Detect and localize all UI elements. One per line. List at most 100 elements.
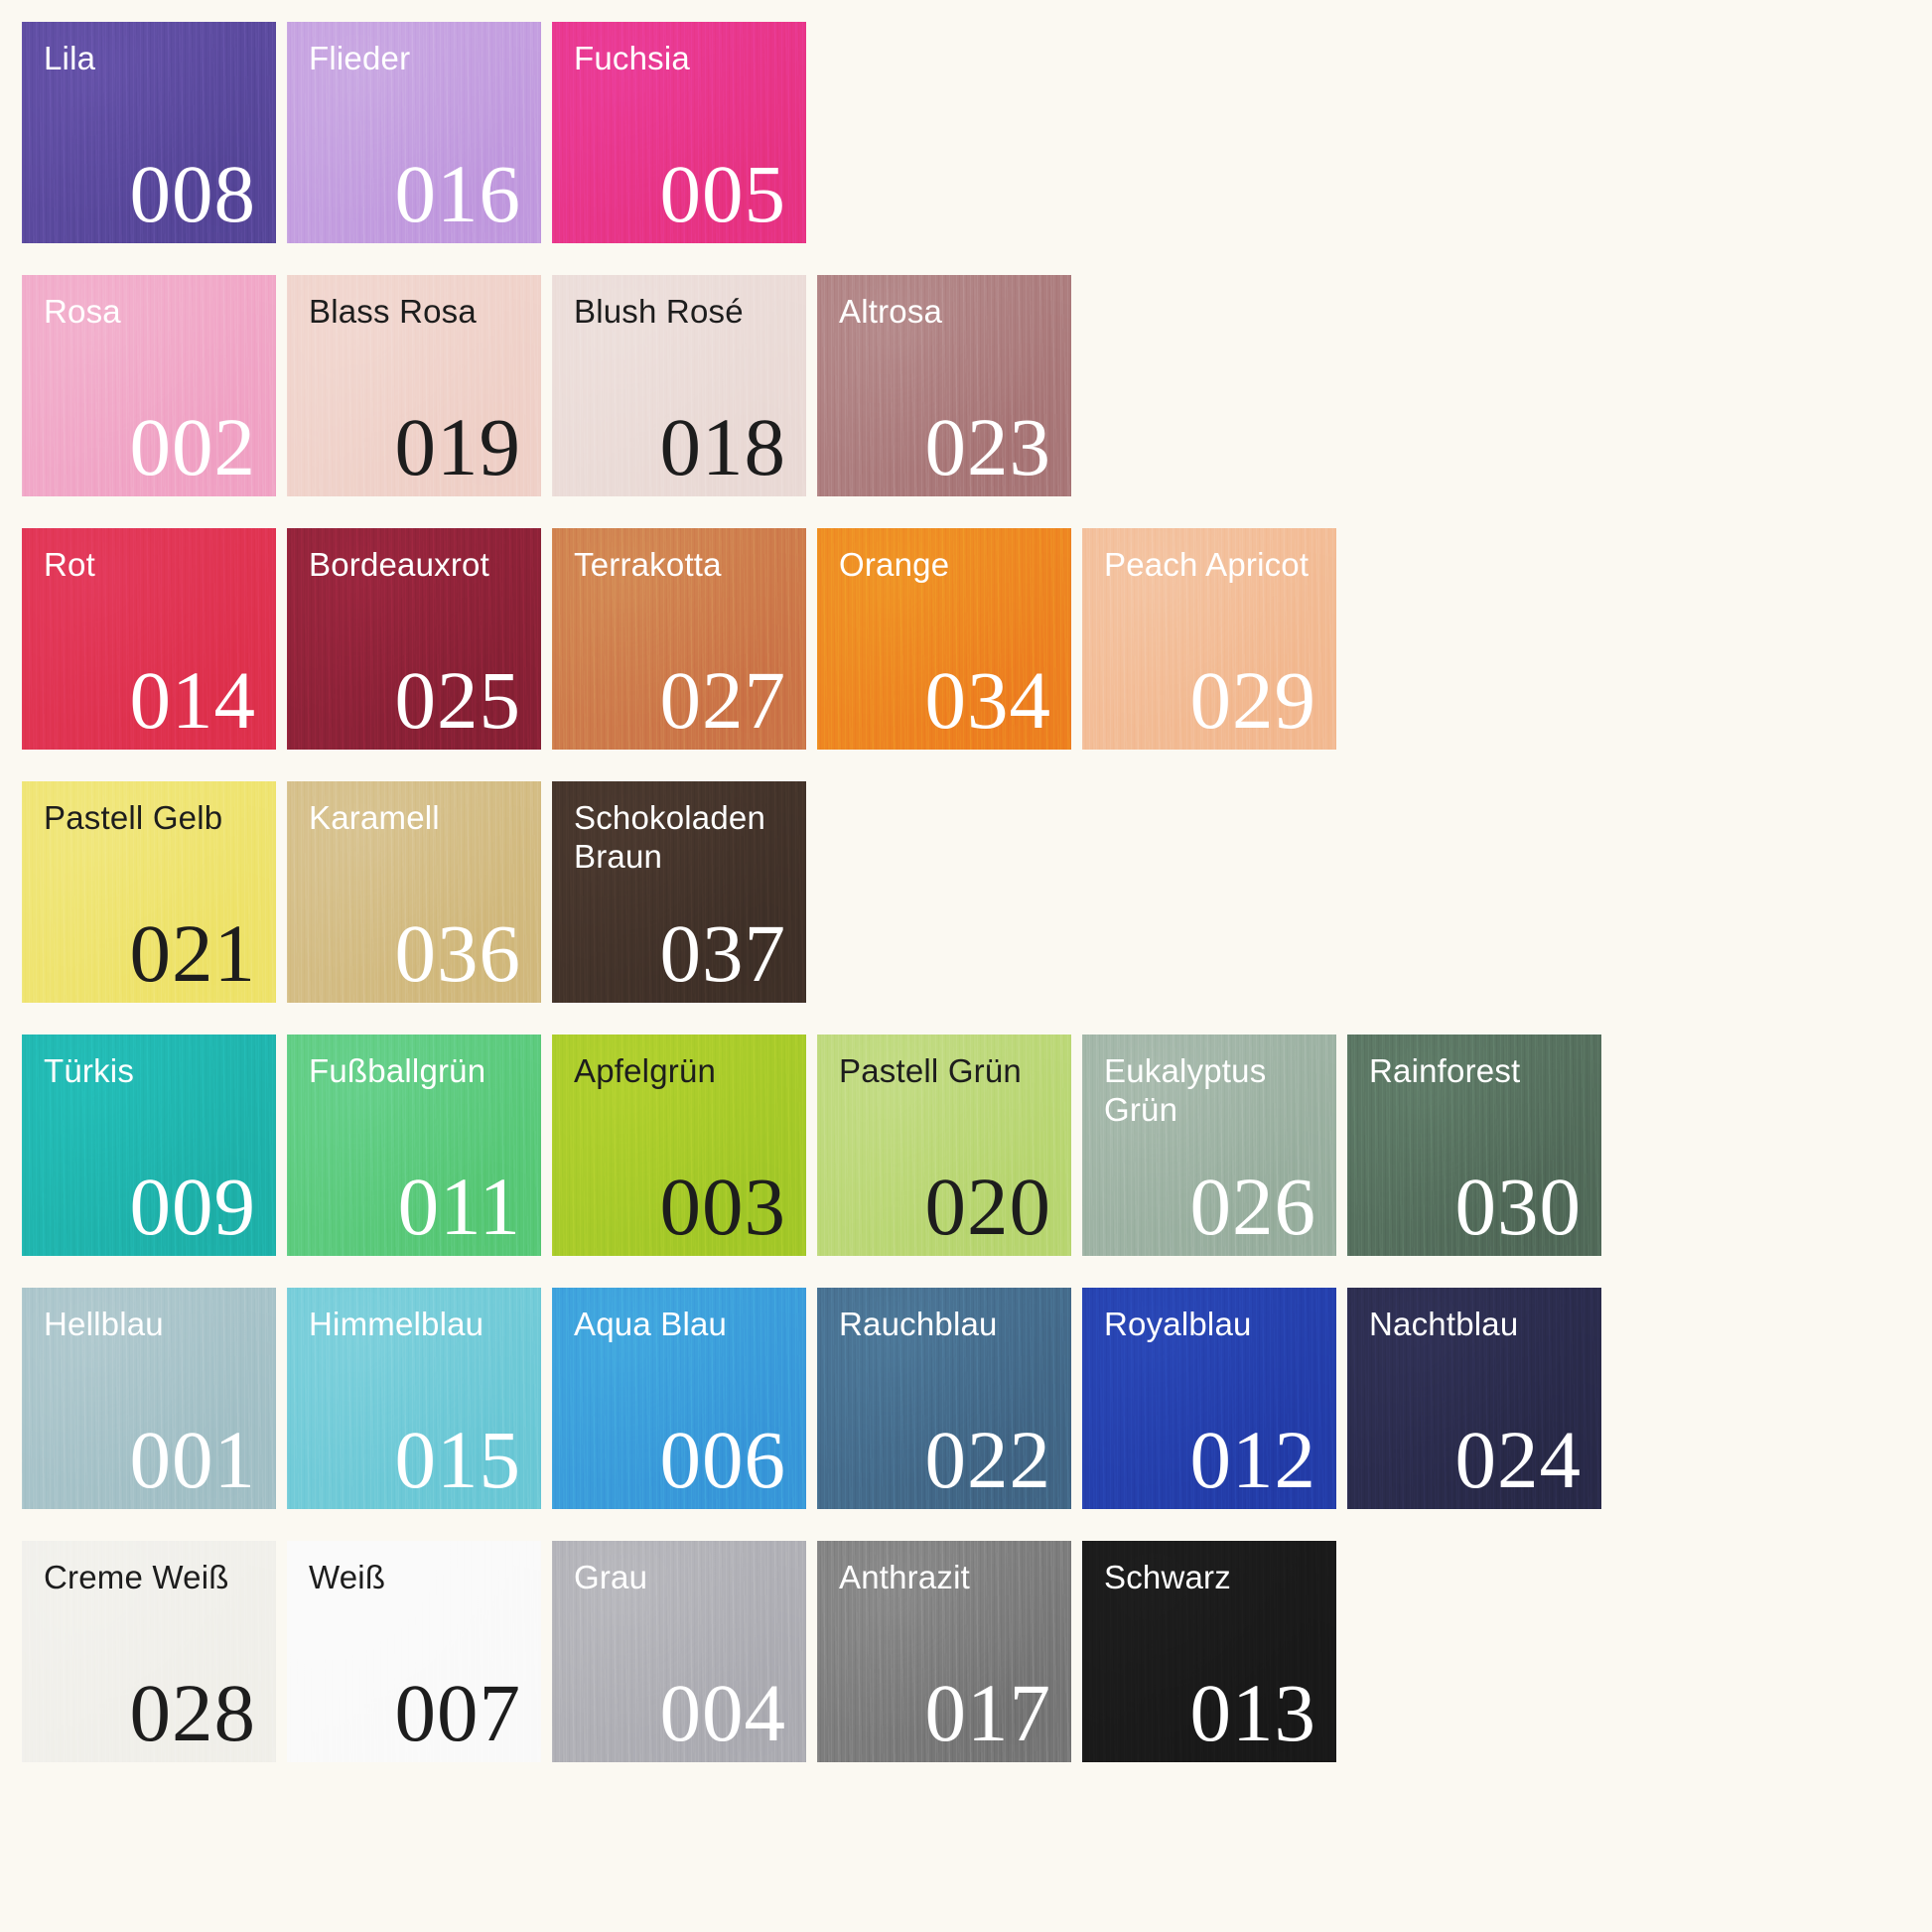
swatch-code-number: 036 bbox=[394, 907, 521, 999]
swatch-code-number: 015 bbox=[394, 1414, 521, 1505]
swatch-code-number: 014 bbox=[129, 654, 256, 746]
swatch-code-number: 002 bbox=[129, 401, 256, 492]
swatch-name-label: Blush Rosé bbox=[574, 293, 744, 330]
swatch-name-label: Aqua Blau bbox=[574, 1306, 728, 1342]
color-swatch[interactable]: Rauchblau 022 bbox=[817, 1288, 1071, 1509]
swatch-name-label: Fußballgrün bbox=[309, 1052, 486, 1089]
swatch-name-label: Blass Rosa bbox=[309, 293, 477, 330]
swatch-code-number: 007 bbox=[394, 1667, 521, 1758]
color-swatch[interactable]: Himmelblau 015 bbox=[287, 1288, 541, 1509]
swatch-name-label: Apfelgrün bbox=[574, 1052, 717, 1089]
color-swatch[interactable]: Flieder 016 bbox=[287, 22, 541, 243]
color-swatch[interactable]: Altrosa 023 bbox=[817, 275, 1071, 496]
swatch-name-label: Rauchblau bbox=[839, 1306, 998, 1342]
swatch-code-number: 028 bbox=[129, 1667, 256, 1758]
swatch-name-label: Pastell Gelb bbox=[44, 799, 223, 836]
swatch-code-number: 026 bbox=[1189, 1161, 1316, 1252]
color-swatch[interactable]: Orange 034 bbox=[817, 528, 1071, 750]
swatch-code-number: 037 bbox=[659, 907, 786, 999]
color-swatch[interactable]: Schwarz 013 bbox=[1082, 1541, 1336, 1762]
swatch-row-yellows-browns: Pastell Gelb 021 Karamell 036 Schokoladen Br… bbox=[22, 781, 1932, 1003]
swatch-name-label: Pastell Grün bbox=[839, 1052, 1022, 1089]
swatch-code-number: 006 bbox=[659, 1414, 786, 1505]
swatch-code-number: 009 bbox=[129, 1161, 256, 1252]
color-swatch[interactable]: Fuchsia 005 bbox=[552, 22, 806, 243]
color-swatch[interactable]: Aqua Blau 006 bbox=[552, 1288, 806, 1509]
swatch-name-label: Peach Apricot bbox=[1104, 546, 1310, 583]
swatch-name-label: Orange bbox=[839, 546, 950, 583]
color-swatch[interactable]: Fußballgrün 011 bbox=[287, 1035, 541, 1256]
swatch-name-label: Türkis bbox=[44, 1052, 135, 1089]
color-swatch[interactable]: Pastell Grün 020 bbox=[817, 1035, 1071, 1256]
swatch-name-label: Anthrazit bbox=[839, 1559, 971, 1595]
color-swatch[interactable]: Pastell Gelb 021 bbox=[22, 781, 276, 1003]
swatch-code-number: 020 bbox=[924, 1161, 1051, 1252]
swatch-name-label: Terrakotta bbox=[574, 546, 722, 583]
swatch-name-label: Creme Weiß bbox=[44, 1559, 229, 1595]
swatch-code-number: 005 bbox=[659, 148, 786, 239]
swatch-code-number: 030 bbox=[1454, 1161, 1582, 1252]
swatch-code-number: 008 bbox=[129, 148, 256, 239]
swatch-row-greens: Türkis 009 Fußballgrün 011 Apfelgrün 003 Paste… bbox=[22, 1035, 1932, 1256]
swatch-code-number: 034 bbox=[924, 654, 1051, 746]
color-swatch[interactable]: Terrakotta 027 bbox=[552, 528, 806, 750]
swatch-code-number: 001 bbox=[129, 1414, 256, 1505]
color-swatch[interactable]: Rainforest 030 bbox=[1347, 1035, 1601, 1256]
color-swatch[interactable]: Royalblau 012 bbox=[1082, 1288, 1336, 1509]
swatch-name-label: Himmelblau bbox=[309, 1306, 484, 1342]
color-swatch[interactable]: Blass Rosa 019 bbox=[287, 275, 541, 496]
color-swatch[interactable]: Hellblau 001 bbox=[22, 1288, 276, 1509]
color-swatch[interactable]: Weiß 007 bbox=[287, 1541, 541, 1762]
swatch-name-label: Schwarz bbox=[1104, 1559, 1231, 1595]
color-swatch[interactable]: Türkis 009 bbox=[22, 1035, 276, 1256]
swatch-name-label: Bordeauxrot bbox=[309, 546, 489, 583]
swatch-name-label: Rot bbox=[44, 546, 95, 583]
swatch-row-purples-pinks: Lila 008 Flieder 016 Fuchsia 005 bbox=[22, 22, 1932, 243]
swatch-code-number: 004 bbox=[659, 1667, 786, 1758]
color-swatch[interactable]: Eukalyptus Grün 026 bbox=[1082, 1035, 1336, 1256]
swatch-name-label: Weiß bbox=[309, 1559, 386, 1595]
swatch-code-number: 024 bbox=[1454, 1414, 1582, 1505]
color-swatch[interactable]: Creme Weiß 028 bbox=[22, 1541, 276, 1762]
swatch-code-number: 021 bbox=[129, 907, 256, 999]
swatch-name-label: Lila bbox=[44, 40, 96, 76]
swatch-name-label: Fuchsia bbox=[574, 40, 690, 76]
color-swatch[interactable]: Blush Rosé 018 bbox=[552, 275, 806, 496]
color-swatch[interactable]: Apfelgrün 003 bbox=[552, 1035, 806, 1256]
swatch-name-label: Eukalyptus Grün bbox=[1104, 1052, 1267, 1128]
swatch-code-number: 012 bbox=[1189, 1414, 1316, 1505]
color-swatch[interactable]: Grau 004 bbox=[552, 1541, 806, 1762]
swatch-code-number: 022 bbox=[924, 1414, 1051, 1505]
swatch-name-label: Nachtblau bbox=[1369, 1306, 1519, 1342]
color-swatch[interactable]: Nachtblau 024 bbox=[1347, 1288, 1601, 1509]
swatch-name-label: Schokoladen Braun bbox=[574, 799, 766, 875]
swatch-name-label: Royalblau bbox=[1104, 1306, 1252, 1342]
color-swatch[interactable]: Anthrazit 017 bbox=[817, 1541, 1071, 1762]
swatch-name-label: Altrosa bbox=[839, 293, 943, 330]
swatch-row-rose-tones: Rosa 002 Blass Rosa 019 Blush Rosé 018 Altrosa… bbox=[22, 275, 1932, 496]
color-swatch[interactable]: Lila 008 bbox=[22, 22, 276, 243]
swatch-code-number: 023 bbox=[924, 401, 1051, 492]
swatch-name-label: Flieder bbox=[309, 40, 411, 76]
swatch-code-number: 013 bbox=[1189, 1667, 1316, 1758]
color-swatch[interactable]: Bordeauxrot 025 bbox=[287, 528, 541, 750]
color-swatch[interactable]: Rosa 002 bbox=[22, 275, 276, 496]
color-swatch[interactable]: Schokoladen Braun 037 bbox=[552, 781, 806, 1003]
swatch-code-number: 029 bbox=[1189, 654, 1316, 746]
swatch-code-number: 027 bbox=[659, 654, 786, 746]
swatch-code-number: 018 bbox=[659, 401, 786, 492]
swatch-name-label: Grau bbox=[574, 1559, 648, 1595]
swatch-name-label: Rosa bbox=[44, 293, 121, 330]
swatch-name-label: Karamell bbox=[309, 799, 440, 836]
swatch-code-number: 019 bbox=[394, 401, 521, 492]
swatch-code-number: 003 bbox=[659, 1161, 786, 1252]
color-swatch[interactable]: Peach Apricot 029 bbox=[1082, 528, 1336, 750]
swatch-code-number: 025 bbox=[394, 654, 521, 746]
swatch-code-number: 011 bbox=[397, 1161, 521, 1252]
swatch-row-reds-oranges: Rot 014 Bordeauxrot 025 Terrakotta 027 Orange 0… bbox=[22, 528, 1932, 750]
color-swatch[interactable]: Rot 014 bbox=[22, 528, 276, 750]
swatch-row-neutrals: Creme Weiß 028 Weiß 007 Grau 004 Anthrazit 017 S… bbox=[22, 1541, 1932, 1762]
color-swatch[interactable]: Karamell 036 bbox=[287, 781, 541, 1003]
swatch-code-number: 017 bbox=[924, 1667, 1051, 1758]
